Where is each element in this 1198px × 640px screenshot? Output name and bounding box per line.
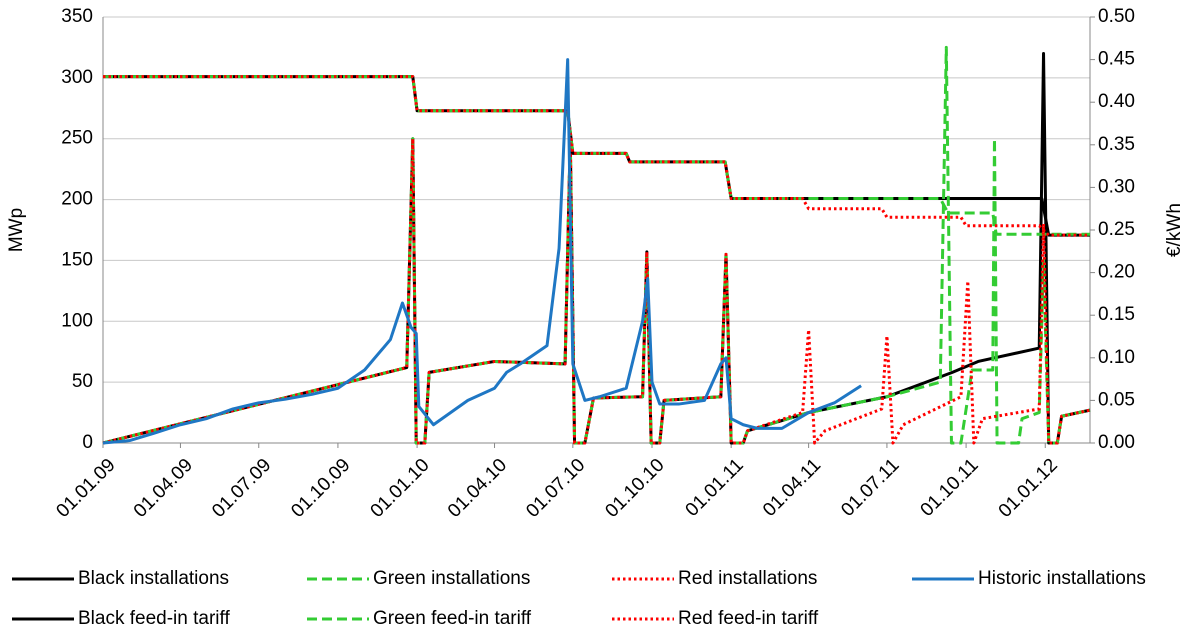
y2-tick-label: 0.10 xyxy=(1098,347,1135,368)
y2-tick-label: 0.20 xyxy=(1098,262,1135,283)
x-tick-label: 01.04.10 xyxy=(444,455,511,522)
y-tick-label: 300 xyxy=(61,67,93,88)
series-line xyxy=(102,45,1091,445)
y2-tick-label: 0.30 xyxy=(1098,176,1135,197)
x-tick-label: 01.10.09 xyxy=(287,455,354,522)
legend-label: Red installations xyxy=(678,568,817,589)
y2-tick-label: 0.50 xyxy=(1098,6,1135,27)
y-axis-label: MWp xyxy=(6,208,27,252)
y2-tick-label: 0.15 xyxy=(1098,304,1135,325)
x-tick-label: 01.07.10 xyxy=(522,455,589,522)
legend-label: Black installations xyxy=(78,568,229,589)
x-tick-label: 01.10.11 xyxy=(917,455,983,521)
legend-label: Red feed-in tariff xyxy=(678,608,819,629)
legend-label: Black feed-in tariff xyxy=(78,608,230,629)
x-tick-label: 01.04.11 xyxy=(759,455,825,521)
legend-label: Green installations xyxy=(373,568,530,589)
x-tick-label: 01.01.11 xyxy=(682,455,748,521)
y-tick-label: 100 xyxy=(61,310,93,331)
series-line xyxy=(102,52,1091,445)
y2-tick-label: 0.45 xyxy=(1098,49,1135,70)
y-tick-label: 350 xyxy=(61,6,93,27)
y2-axis-label: €/kWh xyxy=(1164,203,1185,257)
y-tick-label: 200 xyxy=(61,189,93,210)
x-tick-label: 01.01.10 xyxy=(367,455,434,522)
y2-tick-label: 0.05 xyxy=(1098,389,1135,410)
x-tick-label: 01.07.09 xyxy=(208,455,275,522)
x-tick-label: 01.01.09 xyxy=(52,455,119,522)
series-line xyxy=(103,75,1090,237)
y2-tick-label: 0.35 xyxy=(1098,134,1135,155)
x-tick-label: 01.01.12 xyxy=(995,455,1062,522)
legend-label: Historic installations xyxy=(978,568,1146,589)
y2-tick-label: 0.40 xyxy=(1098,91,1135,112)
y-tick-label: 50 xyxy=(72,371,93,392)
y2-tick-label: 0.25 xyxy=(1098,219,1135,240)
y-tick-label: 0 xyxy=(82,432,93,453)
series-line xyxy=(102,58,862,445)
y2-tick-label: 0.00 xyxy=(1098,432,1135,453)
legend-label: Green feed-in tariff xyxy=(373,608,532,629)
y-tick-label: 250 xyxy=(61,128,93,149)
x-tick-label: 01.10.10 xyxy=(601,455,668,522)
x-tick-label: 01.07.11 xyxy=(837,455,903,521)
x-tick-label: 01.04.09 xyxy=(130,455,197,522)
y-tick-label: 150 xyxy=(61,249,93,270)
